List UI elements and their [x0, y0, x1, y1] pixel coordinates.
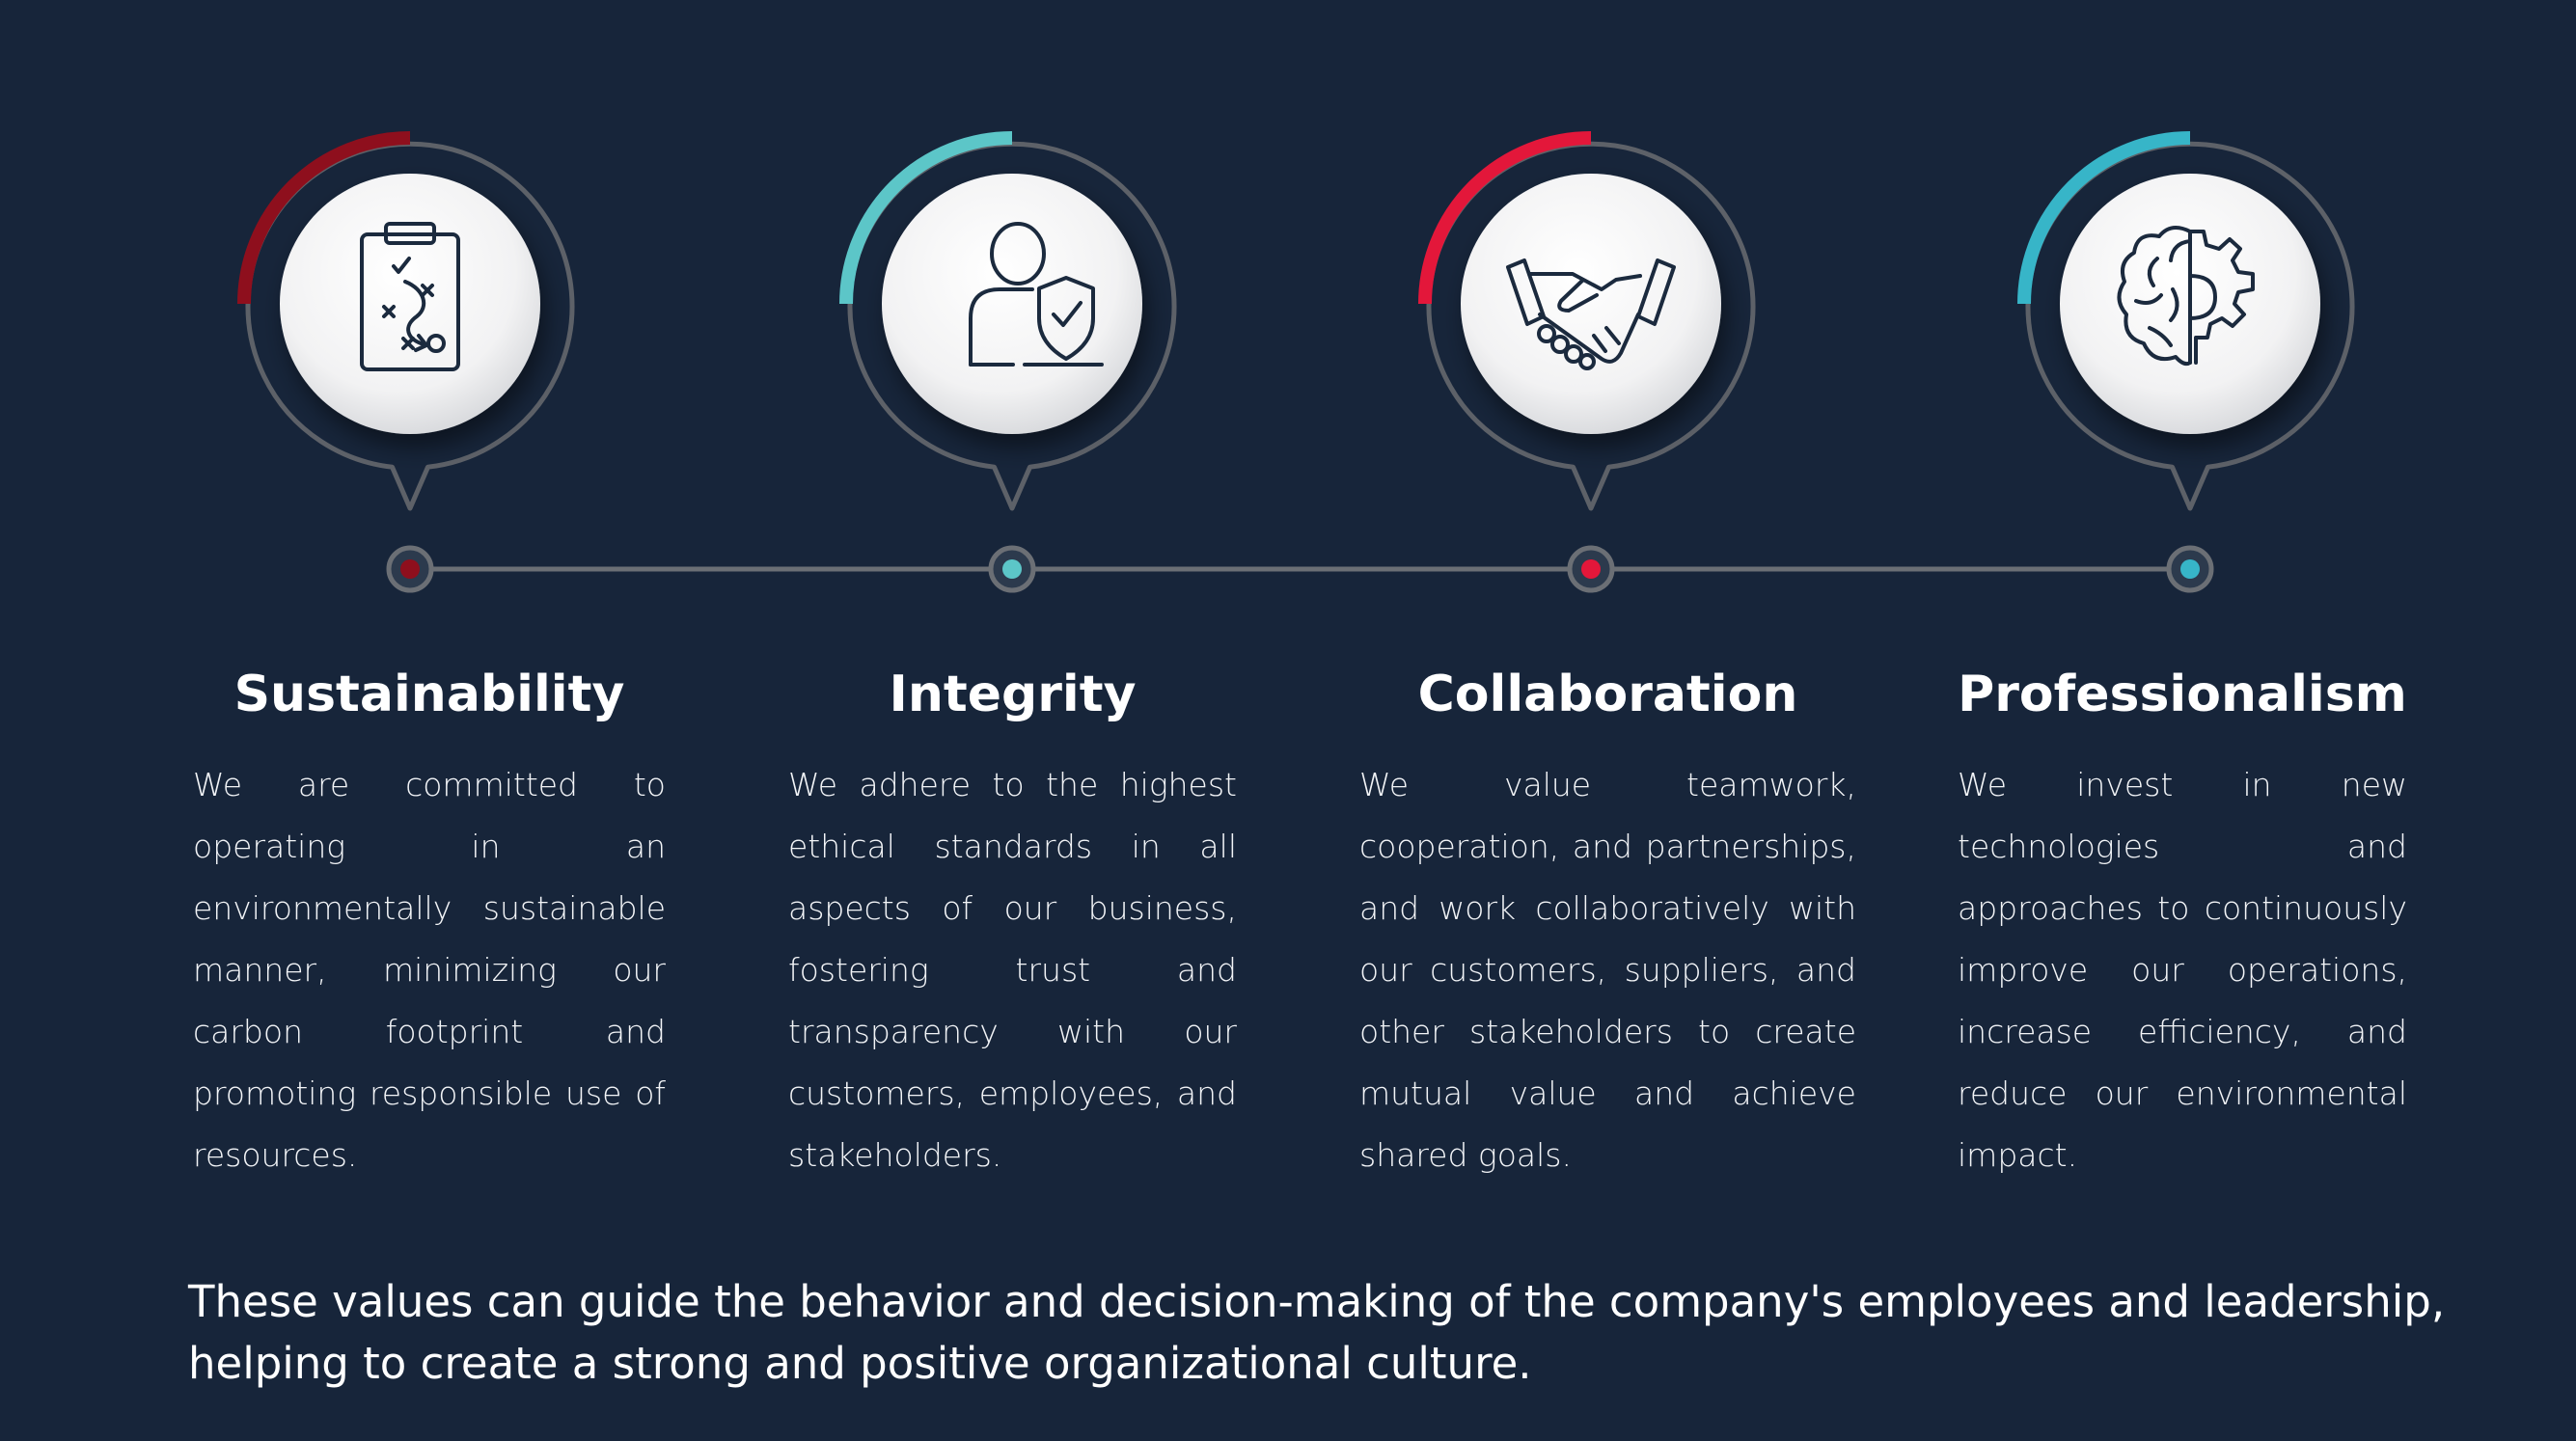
value-node-sustainability [237, 131, 575, 593]
value-title: Integrity [889, 666, 1137, 723]
accent-arc [839, 131, 1013, 305]
brain-gear-icon [2117, 226, 2255, 367]
value-title: Collaboration [1417, 666, 1798, 723]
handshake-icon [1506, 258, 1676, 370]
value-column-sustainability: Sustainability We are committed to opera… [193, 666, 666, 1186]
value-description: We invest in new technologies and approa… [1958, 766, 2407, 1174]
icon-disc [882, 174, 1142, 434]
icon-disc [1461, 174, 1721, 434]
pin-outline [847, 141, 1177, 511]
value-node-integrity [839, 131, 1177, 593]
value-column-integrity: Integrity We adhere to the highest ethic… [788, 666, 1237, 1186]
pin-outline [245, 141, 575, 511]
user-shield-icon [969, 222, 1104, 367]
value-node-collaboration [1418, 131, 1756, 593]
value-description: We value teamwork, cooperation, and part… [1359, 766, 1856, 1174]
timeline-node-center [400, 559, 420, 579]
accent-arc [2017, 131, 2191, 305]
value-title: Sustainability [233, 666, 625, 723]
timeline-node-center [1581, 559, 1601, 579]
timeline-node-center [2180, 559, 2200, 579]
value-description: We adhere to the highest ethical standar… [788, 766, 1237, 1174]
value-title: Professionalism [1958, 666, 2407, 723]
icon-disc [280, 174, 540, 434]
accent-arc [237, 131, 411, 305]
accent-arc [1418, 131, 1592, 305]
timeline-node-center [1002, 559, 1022, 579]
value-description: We are committed to operating in an envi… [193, 766, 666, 1174]
pin-outline [1426, 141, 1756, 511]
pin-outline [2025, 141, 2355, 511]
value-column-collaboration: Collaboration We value teamwork, coopera… [1359, 666, 1856, 1186]
value-node-professionalism [2017, 131, 2355, 593]
value-column-professionalism: Professionalism We invest in new technol… [1958, 666, 2407, 1186]
strategy-clipboard-icon [360, 222, 460, 371]
footer-summary: These values can guide the behavior and … [188, 1276, 2446, 1389]
